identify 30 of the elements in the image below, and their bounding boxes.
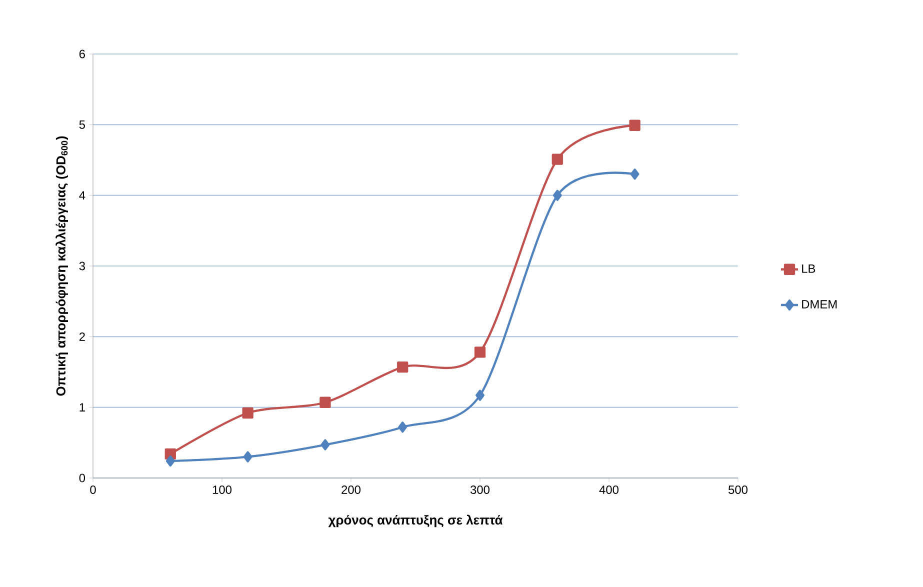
x-tick-label: 300 (470, 486, 490, 494)
legend-label: LB (802, 264, 816, 273)
x-tick-label: 200 (342, 486, 361, 494)
point (320, 396, 331, 408)
y-axis-title: Οπτική απορρόφηση καλλιέργειας (OD$_{600}$) (56, 136, 68, 396)
x-tick-label: 0 (90, 486, 96, 494)
x-tick-label: 100 (212, 486, 232, 494)
y-tick-label: 0 (79, 474, 86, 482)
y-tick-label: 2 (79, 332, 85, 341)
point (166, 455, 175, 467)
point (397, 361, 408, 373)
point (552, 154, 563, 165)
x-tick-label: 400 (599, 486, 619, 494)
point (243, 451, 252, 462)
legend-label: DMEM (802, 300, 837, 308)
point (476, 390, 484, 401)
point (320, 439, 330, 450)
y-tick-label: 1 (80, 403, 85, 412)
x-axis-title: χρόνος ανάπτυξης σε λεπτά (328, 514, 503, 528)
point (398, 422, 408, 433)
x-tick-label: 500 (728, 486, 748, 494)
y-tick-label: 4 (79, 191, 86, 200)
y-tick-label: 5 (79, 120, 85, 129)
y-tick-label: 6 (79, 50, 85, 58)
point (552, 190, 562, 201)
point (242, 407, 254, 419)
point (629, 120, 640, 131)
point (630, 168, 640, 180)
y-tick-label: 3 (79, 262, 85, 270)
point (474, 346, 486, 358)
